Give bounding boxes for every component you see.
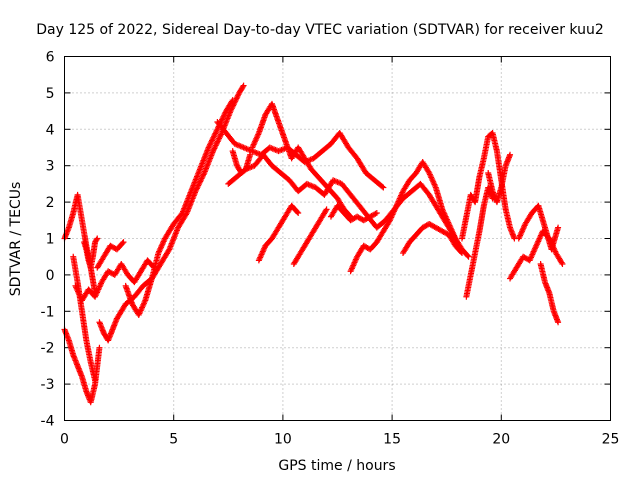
data-point: [372, 210, 379, 217]
x-tick-label: 25: [602, 432, 620, 448]
data-point: [94, 235, 101, 242]
y-tick-label: 2: [46, 195, 55, 211]
y-tick-label: 1: [46, 232, 55, 248]
data-point: [93, 236, 100, 243]
data-point: [464, 252, 471, 259]
series-arc-w: [515, 202, 562, 253]
y-tick-labels: -4 -3 -2 -1 0 1 2 3 4 5 6: [41, 50, 55, 430]
data-point: [229, 97, 236, 104]
x-tick-label: 5: [169, 432, 178, 448]
data-point: [559, 260, 566, 267]
grid-layer: [64, 56, 611, 421]
x-tick-labels: 0 5 10 15 20 25: [60, 432, 619, 448]
data-point: [96, 344, 103, 351]
data-point: [380, 184, 387, 191]
series-arc-l: [249, 100, 354, 220]
y-tick-label: 6: [46, 50, 55, 66]
series-arc-b: [61, 326, 103, 406]
y-tick-label: 5: [46, 86, 55, 102]
series-arc-d: [81, 235, 101, 271]
x-tick-label: 20: [492, 432, 510, 448]
data-point: [165, 247, 172, 254]
data-point: [240, 82, 247, 89]
data-point: [120, 239, 127, 246]
data-point: [294, 208, 301, 215]
series-arc-s: [458, 129, 518, 242]
series-arc-n: [255, 202, 302, 264]
y-tick-label: -1: [41, 304, 55, 320]
data-points: [61, 82, 566, 406]
data-point: [458, 250, 465, 257]
data-point: [558, 259, 565, 266]
y-tick-label: -4: [41, 414, 55, 430]
series-arc-e: [72, 257, 158, 304]
y-tick-label: 0: [46, 268, 55, 284]
y-tick-label: -2: [41, 341, 55, 357]
data-point: [119, 240, 126, 247]
series-arc-x: [537, 260, 562, 326]
x-axis-label: GPS time / hours: [278, 458, 395, 474]
data-point: [322, 207, 329, 214]
x-tick-label: 15: [383, 432, 401, 448]
series-arc-m: [229, 148, 254, 176]
series-arc-t: [463, 184, 496, 300]
data-point: [228, 98, 235, 105]
series-arc-u: [485, 151, 514, 206]
series-arc-i: [122, 97, 236, 318]
data-point: [373, 210, 380, 217]
x-tick-label: 10: [274, 432, 292, 448]
series-arc-k: [225, 151, 459, 242]
data-point: [323, 206, 330, 213]
data-point: [295, 210, 302, 217]
data-point: [465, 253, 472, 260]
series-arc-q: [347, 159, 472, 275]
series-arc-g: [96, 315, 120, 344]
y-tick-label: 3: [46, 159, 55, 175]
series-arc-o: [290, 206, 330, 267]
data-point: [239, 83, 246, 90]
data-point: [234, 92, 241, 99]
data-point: [220, 113, 227, 120]
data-point: [379, 183, 386, 190]
series-arc-r: [400, 220, 465, 257]
y-axis-label: SDTVAR / TECUs: [8, 182, 24, 297]
data-point: [507, 151, 514, 158]
plot-frame: [64, 56, 611, 421]
data-point: [458, 249, 465, 256]
y-tick-label: 4: [46, 122, 55, 138]
data-point: [555, 319, 562, 326]
x-tick-label: 0: [60, 432, 69, 448]
data-point: [555, 224, 562, 231]
data-point: [92, 377, 99, 384]
chart-title: Day 125 of 2022, Sidereal Day-to-day VTE…: [36, 22, 604, 38]
series-arc-f: [94, 239, 127, 271]
series-arc-p: [327, 202, 380, 224]
series-arc-h: [113, 82, 247, 322]
y-tick-label: -3: [41, 377, 55, 393]
data-point: [247, 151, 254, 158]
